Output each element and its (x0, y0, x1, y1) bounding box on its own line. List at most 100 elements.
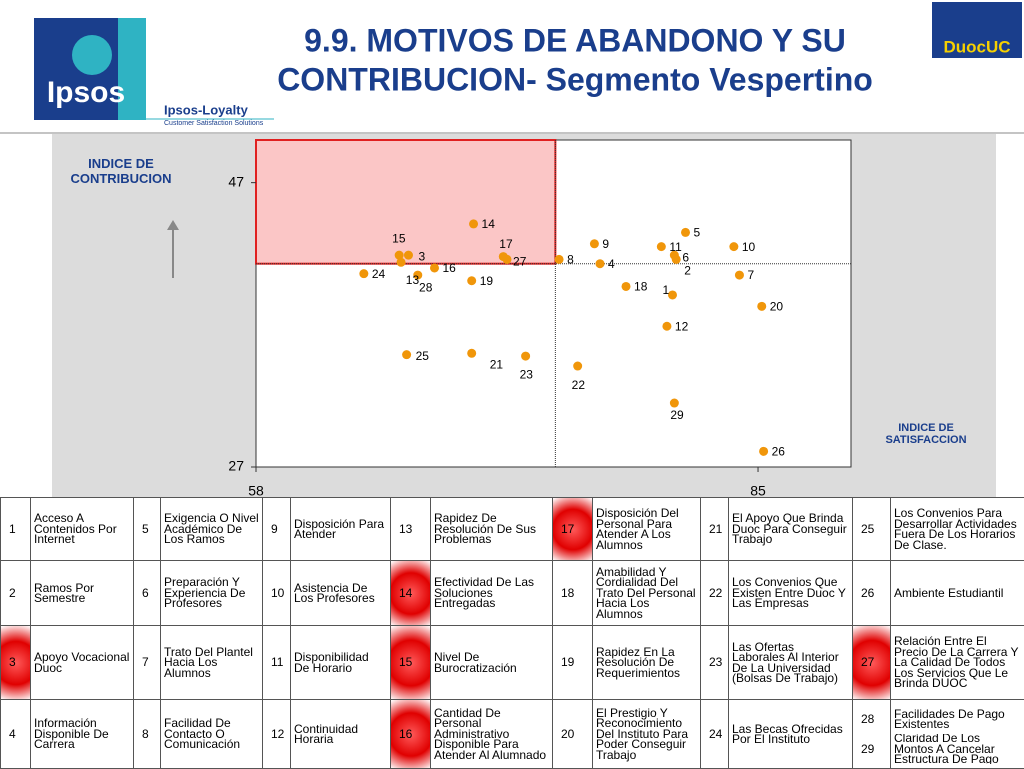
number: 26 (861, 588, 887, 599)
item-number: 25 (853, 498, 891, 561)
item-text: Trato Del Plantel Hacia Los Alumnos (161, 626, 263, 700)
item-number: 27 (853, 626, 891, 700)
number: 2 (9, 588, 27, 599)
text: Información Disponible De Carrera (34, 718, 130, 750)
item-number: 21 (701, 498, 729, 561)
item-number: 8 (134, 700, 161, 769)
point-label: 13 (406, 273, 420, 287)
text: Efectividad De Las Soluciones Entregadas (434, 577, 549, 609)
text: El Prestigio Y Reconocimiento Del Instit… (596, 708, 697, 761)
number: 27 (861, 657, 887, 668)
item-text: Disposición Del Personal Para Atender A … (593, 498, 701, 561)
point-label: 26 (772, 445, 786, 459)
item-text: El Prestigio Y Reconocimiento Del Instit… (593, 700, 701, 769)
item-number: 24 (701, 700, 729, 769)
point-label: 3 (418, 249, 425, 263)
point (668, 290, 677, 299)
text: Asistencia De Los Profesores (294, 583, 387, 604)
item-text: Las Becas Ofrecidas Por El Instituto (729, 700, 853, 769)
point-label: 12 (675, 319, 689, 333)
point (467, 349, 476, 358)
point (573, 362, 582, 371)
item-text: Preparación Y Experiencia De Profesores (161, 561, 263, 626)
point-label: 19 (480, 274, 494, 288)
number: 21 (709, 524, 725, 535)
point (555, 255, 564, 264)
item-text: Ambiente Estudiantil (891, 561, 1024, 626)
item-number: 17 (553, 498, 593, 561)
title: CONTRIBUCION- Segmento Vespertino (277, 61, 873, 97)
point (757, 302, 766, 311)
item-number: 20 (553, 700, 593, 769)
x-tick-label: 58 (248, 483, 264, 497)
point-label: 16 (443, 261, 457, 275)
point (430, 263, 439, 272)
item-number: 2 (1, 561, 31, 626)
point (359, 269, 368, 278)
item-text: Acceso A Contenidos Por Internet (31, 498, 134, 561)
item-number: 3 (1, 626, 31, 700)
item-number: 9 (263, 498, 291, 561)
text: Acceso A Contenidos Por Internet (34, 513, 130, 545)
item-number: 22 (701, 561, 729, 626)
item-text: Efectividad De Las Soluciones Entregadas (431, 561, 553, 626)
text: Apoyo Vocacional Duoc (34, 652, 130, 673)
item-text: Amabilidad Y Cordialidad Del Trato Del P… (593, 561, 701, 626)
point-label: 14 (482, 217, 496, 231)
point-label: 20 (770, 300, 784, 314)
item-text: Los Convenios Para Desarrollar Actividad… (891, 498, 1024, 561)
title: 9.9. MOTIVOS DE ABANDONO Y SU (304, 22, 846, 58)
point-label: 9 (602, 237, 609, 251)
item-text: Información Disponible De Carrera (31, 700, 134, 769)
item-number: 13 (391, 498, 431, 561)
point (402, 350, 411, 359)
point-label: 18 (634, 280, 648, 294)
item-number: 23 (701, 626, 729, 700)
text: Las Becas Ofrecidas Por El Instituto (732, 724, 849, 745)
number: 17 (561, 524, 589, 535)
item-number: 5 (134, 498, 161, 561)
number: 6 (142, 588, 157, 599)
point (681, 228, 690, 237)
point-label: 11 (669, 240, 682, 254)
item-text: Las Ofertas Laborales Al Interior De La … (729, 626, 853, 700)
duoc-text: DuocUC (943, 37, 1010, 56)
point (521, 352, 530, 361)
ipsos-logo-head (72, 35, 112, 75)
number: 25 (861, 524, 887, 535)
text: Las Ofertas Laborales Al Interior De La … (732, 642, 849, 684)
number: 12 (271, 729, 287, 740)
text: Los Convenios Para Desarrollar Actividad… (894, 508, 1021, 550)
point-label: 4 (608, 257, 615, 271)
item-number: 19 (553, 626, 593, 700)
point-label: 21 (490, 357, 504, 371)
number: 11 (271, 657, 287, 668)
y-tick-label: 27 (228, 458, 244, 474)
point-label: 10 (742, 240, 756, 254)
text: Disposición Del Personal Para Atender A … (596, 508, 697, 550)
item-text: Rapidez En La Resolución De Requerimient… (593, 626, 701, 700)
number: 14 (399, 588, 427, 599)
item-text: Apoyo Vocacional Duoc (31, 626, 134, 700)
point (662, 322, 671, 331)
text: Rapidez De Resolución De Sus Problemas (434, 513, 549, 545)
item-text: Continuidad Horaria (291, 700, 391, 769)
point (404, 251, 413, 260)
text: Exigencia O Nivel Académico De Los Ramos (164, 513, 259, 545)
point-label: 1 (663, 283, 670, 297)
point-label: 28 (419, 280, 433, 294)
point-label: 27 (513, 255, 527, 269)
number: 20 (561, 729, 589, 740)
point (622, 282, 631, 291)
number: 7 (142, 657, 157, 668)
point (595, 259, 604, 268)
item-text: Disponibilidad De Horario (291, 626, 391, 700)
item-text: Exigencia O Nivel Académico De Los Ramos (161, 498, 263, 561)
point (467, 276, 476, 285)
point-label: 2 (684, 264, 691, 278)
